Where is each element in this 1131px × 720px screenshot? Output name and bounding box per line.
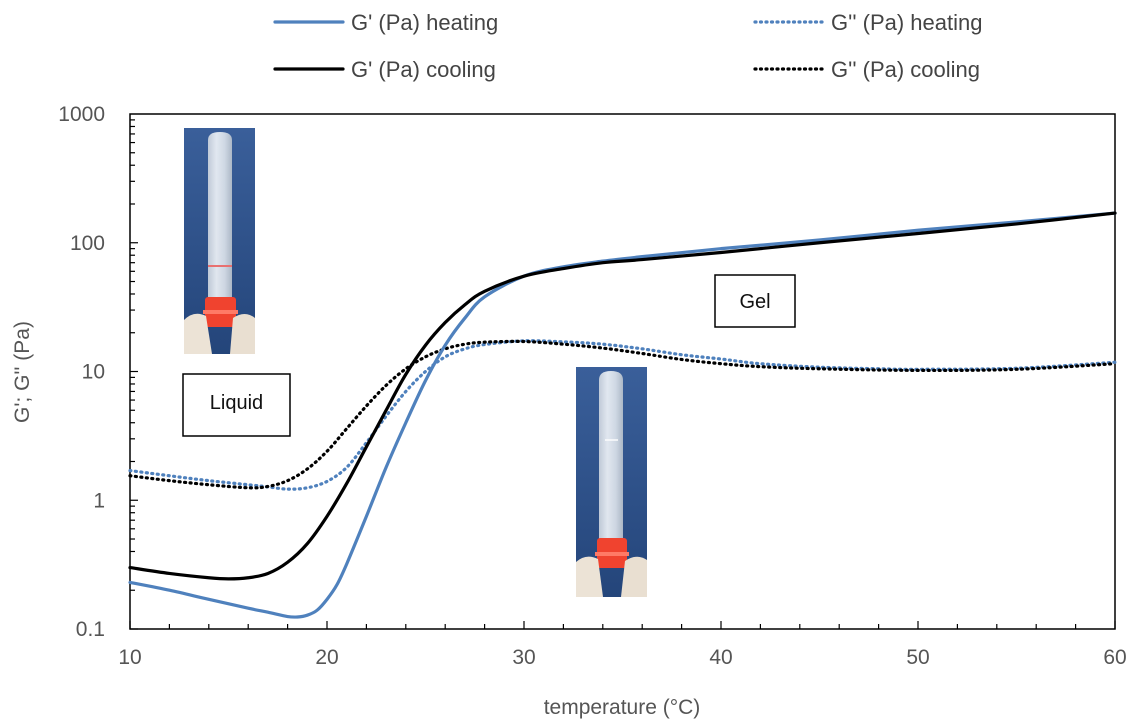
series-line-gp-pa-heating xyxy=(128,211,1117,619)
legend-label: G' (Pa) cooling xyxy=(351,57,496,82)
vial-liquid-photo xyxy=(184,128,255,354)
y-tick-label: 1000 xyxy=(58,103,105,126)
y-tick-label: 0.1 xyxy=(76,618,105,641)
x-tick-label: 30 xyxy=(512,646,535,669)
vial-gel-photo xyxy=(576,367,647,597)
x-tick-label: 50 xyxy=(906,646,929,669)
annotation-gel: Gel xyxy=(714,274,796,328)
y-tick-label: 1 xyxy=(93,489,105,512)
y-axis-title: G'; G'' (Pa) xyxy=(11,321,34,423)
series-line-gp-pa-cooling xyxy=(128,211,1117,581)
x-tick-label: 10 xyxy=(118,646,141,669)
legend-entry: G'' (Pa) cooling xyxy=(753,57,980,82)
y-tick-label: 10 xyxy=(82,361,105,384)
annotation-gel-label: Gel xyxy=(739,291,770,313)
x-axis-title: temperature (°C) xyxy=(544,696,701,719)
legend-entry: G' (Pa) heating xyxy=(273,10,498,35)
annotation-liquid: Liquid xyxy=(182,373,291,437)
legend-label: G'' (Pa) cooling xyxy=(831,57,980,82)
series-line-gpp-pa-cooling xyxy=(128,339,1117,490)
x-tick-label: 20 xyxy=(315,646,338,669)
legend-entry: G'' (Pa) heating xyxy=(753,10,982,35)
legend-label: G'' (Pa) heating xyxy=(831,10,982,35)
chart-legend: G' (Pa) heating G'' (Pa) heating G' (Pa) c… xyxy=(273,10,982,82)
annotation-liquid-label: Liquid xyxy=(210,392,263,414)
x-tick-label: 60 xyxy=(1103,646,1126,669)
series-layer xyxy=(128,211,1117,619)
legend-entry: G' (Pa) cooling xyxy=(273,57,496,82)
x-tick-label: 40 xyxy=(709,646,732,669)
axes: 10 20 30 40 50 60 0.1 1 10 100 1000 xyxy=(58,103,1126,669)
series-line-gpp-pa-heating xyxy=(128,339,1117,491)
y-tick-label: 100 xyxy=(70,232,105,255)
legend-label: G' (Pa) heating xyxy=(351,10,498,35)
